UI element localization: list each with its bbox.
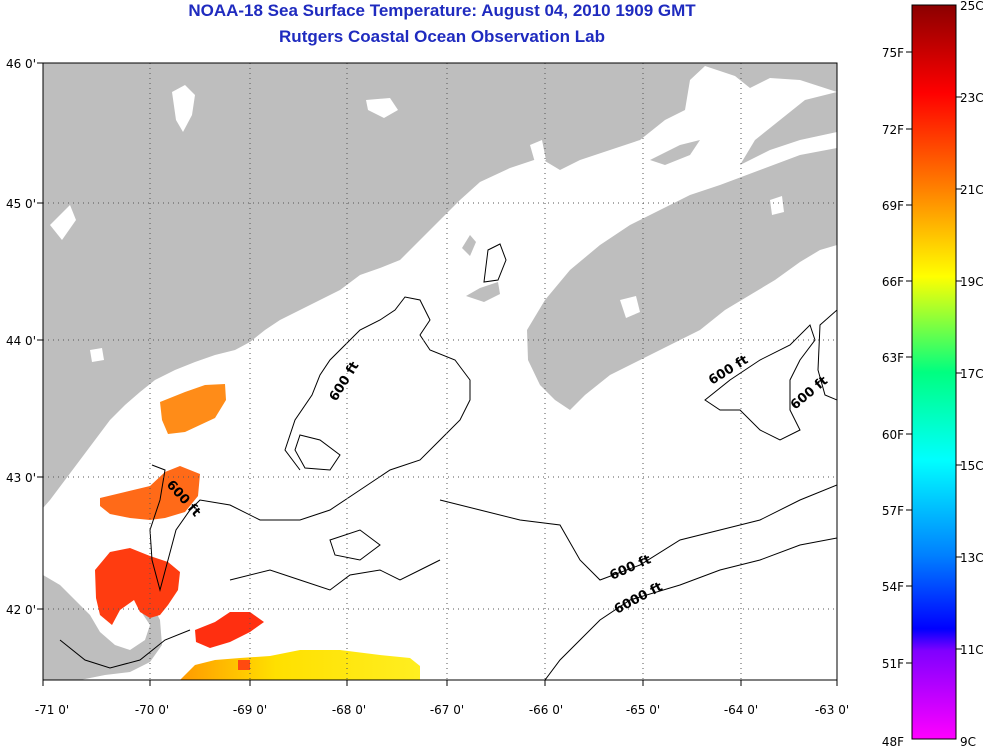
colorbar-f-label: 75F (882, 46, 904, 60)
colorbar-c-label: 25C (960, 0, 984, 13)
colorbar-f-label: 63F (882, 351, 904, 365)
sst-patch-east (195, 612, 264, 648)
colorbar-f-label: 60F (882, 428, 904, 442)
latitude-labels: 46 0' 45 0' 44 0' 43 0' 42 0' (6, 57, 36, 617)
bathymetry-contours (59, 243, 837, 680)
colorbar-c-label: 11C (960, 643, 984, 657)
colorbar-c-label: 17C (960, 367, 984, 381)
colorbar-c-label: 9C (960, 735, 976, 749)
axis-ticks (37, 62, 838, 686)
land-pei (650, 140, 700, 165)
sst-patch-georges (180, 650, 420, 680)
land-grand-manan (462, 235, 476, 256)
longitude-labels: -71 0' -70 0' -69 0' -68 0' -67 0' -66 0… (35, 703, 849, 717)
lon-label: -68 0' (332, 703, 366, 717)
sst-patch-north (160, 384, 226, 434)
colorbar-ticks (906, 51, 962, 664)
lat-label: 44 0' (6, 334, 36, 348)
colorbar-c-label: 23C (960, 91, 984, 105)
colorbar-c-label: 21C (960, 183, 984, 197)
colorbar-f-label: 69F (882, 199, 904, 213)
colorbar-f-label: 54F (882, 580, 904, 594)
lon-label: -70 0' (135, 703, 169, 717)
colorbar-gradient (911, 4, 957, 740)
colorbar-f-label: 57F (882, 504, 904, 518)
map-title: NOAA-18 Sea Surface Temperature: August … (188, 1, 696, 20)
land-island-2 (466, 282, 500, 302)
land-nova-scotia (527, 148, 837, 410)
colorbar: 25C 23C 21C 19C 17C 15C 13C 11C 9C 75F 7… (882, 0, 984, 749)
colorbar-c-label: 13C (960, 551, 984, 565)
colorbar-f-label: 51F (882, 657, 904, 671)
sst-patch-spot (238, 660, 250, 670)
lat-label: 43 0' (6, 471, 36, 485)
map-subtitle: Rutgers Coastal Ocean Observation Lab (279, 27, 605, 46)
colorbar-f-label: 66F (882, 275, 904, 289)
lon-label: -71 0' (35, 703, 69, 717)
lat-label: 46 0' (6, 57, 36, 71)
sst-patch-south (95, 548, 180, 625)
land-massachusetts (43, 575, 162, 680)
lat-label: 42 0' (6, 603, 36, 617)
lon-label: -66 0' (529, 703, 563, 717)
lon-label: -67 0' (430, 703, 464, 717)
colorbar-f-label: 48F (882, 735, 904, 749)
lon-label: -64 0' (724, 703, 758, 717)
lakes (50, 85, 784, 362)
colorbar-f-label: 72F (882, 123, 904, 137)
lat-label: 45 0' (6, 197, 36, 211)
lon-label: -63 0' (815, 703, 849, 717)
colorbar-c-label: 15C (960, 459, 984, 473)
plot-frame (42, 62, 838, 681)
land-mainland (43, 63, 837, 508)
colorbar-c-label: 19C (960, 275, 984, 289)
land-cape-breton (740, 92, 837, 165)
lon-label: -65 0' (626, 703, 660, 717)
lon-label: -69 0' (233, 703, 267, 717)
